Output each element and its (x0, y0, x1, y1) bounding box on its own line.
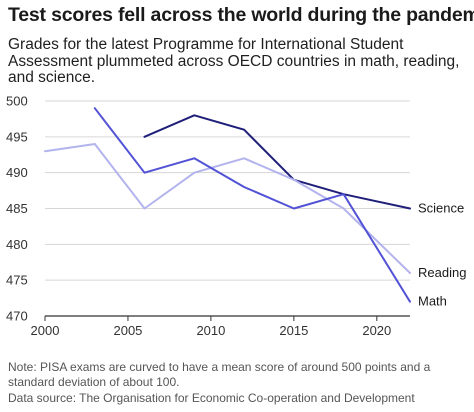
series-line-science (143, 114, 411, 210)
axes: 470 475 480 485 490 495 500 2000 2005 2010 2015 202… (6, 94, 391, 339)
series-line-reading (44, 143, 411, 274)
gridlines (45, 100, 410, 317)
y-tick-label-475: 475 (6, 273, 28, 288)
y-tick-label-480: 480 (6, 237, 28, 252)
chart-subtitle: Grades for the latest Programme for Inte… (8, 36, 460, 86)
y-tick-label-500: 500 (6, 94, 28, 109)
x-tick-label-2020: 2020 (362, 323, 391, 338)
x-tick-label-2015: 2015 (279, 323, 308, 338)
series-label-math: Math (418, 294, 447, 309)
x-tick-label-2010: 2010 (196, 323, 225, 338)
series-label-reading: Reading (418, 265, 466, 280)
y-tick-label-470: 470 (6, 309, 28, 324)
data-source: Data source: The Organisation for Econom… (8, 391, 415, 405)
x-tick-label-2005: 2005 (113, 323, 142, 338)
y-tick-label-490: 490 (6, 165, 28, 180)
chart-note: Note: PISA exams are curved to have a me… (8, 360, 431, 389)
y-tick-label-485: 485 (6, 201, 28, 216)
series-lines (44, 107, 411, 303)
series-labels: Science Reading Math (418, 201, 466, 309)
y-tick-label-495: 495 (6, 129, 28, 144)
series-line-math (93, 107, 411, 303)
series-label-science: Science (418, 201, 464, 216)
x-tick-label-2000: 2000 (31, 323, 60, 338)
chart-title: Test scores fell across the world during… (8, 4, 474, 26)
